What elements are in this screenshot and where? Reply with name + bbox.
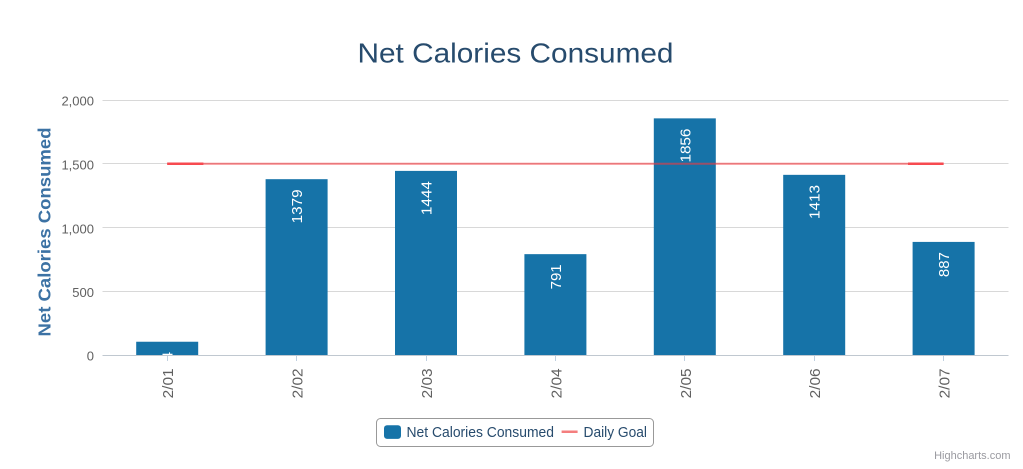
svg-text:1856: 1856 (677, 129, 694, 163)
svg-text:2/04: 2/04 (548, 368, 565, 398)
svg-text:0: 0 (87, 349, 94, 364)
svg-text:Net Calories Consumed: Net Calories Consumed (358, 38, 674, 69)
svg-text:1,500: 1,500 (61, 158, 94, 173)
svg-text:791: 791 (548, 264, 565, 289)
svg-text:2,000: 2,000 (61, 94, 94, 109)
svg-text:104: 104 (160, 352, 177, 377)
svg-text:2/06: 2/06 (807, 368, 824, 398)
svg-text:2/05: 2/05 (678, 368, 695, 398)
svg-text:2/01: 2/01 (160, 368, 177, 398)
svg-text:500: 500 (72, 285, 94, 300)
svg-text:Net Calories Consumed: Net Calories Consumed (35, 128, 55, 337)
svg-text:887: 887 (936, 252, 953, 277)
svg-text:2/02: 2/02 (290, 368, 307, 398)
svg-text:1413: 1413 (807, 185, 824, 219)
svg-text:Highcharts.com: Highcharts.com (934, 450, 1010, 462)
svg-text:2/07: 2/07 (937, 368, 954, 398)
svg-text:1444: 1444 (419, 181, 436, 215)
svg-text:1379: 1379 (289, 189, 306, 223)
svg-text:Net Calories Consumed: Net Calories Consumed (407, 424, 555, 441)
svg-text:Daily Goal: Daily Goal (584, 424, 648, 441)
svg-text:2/03: 2/03 (419, 368, 436, 398)
svg-text:1,000: 1,000 (61, 222, 94, 237)
